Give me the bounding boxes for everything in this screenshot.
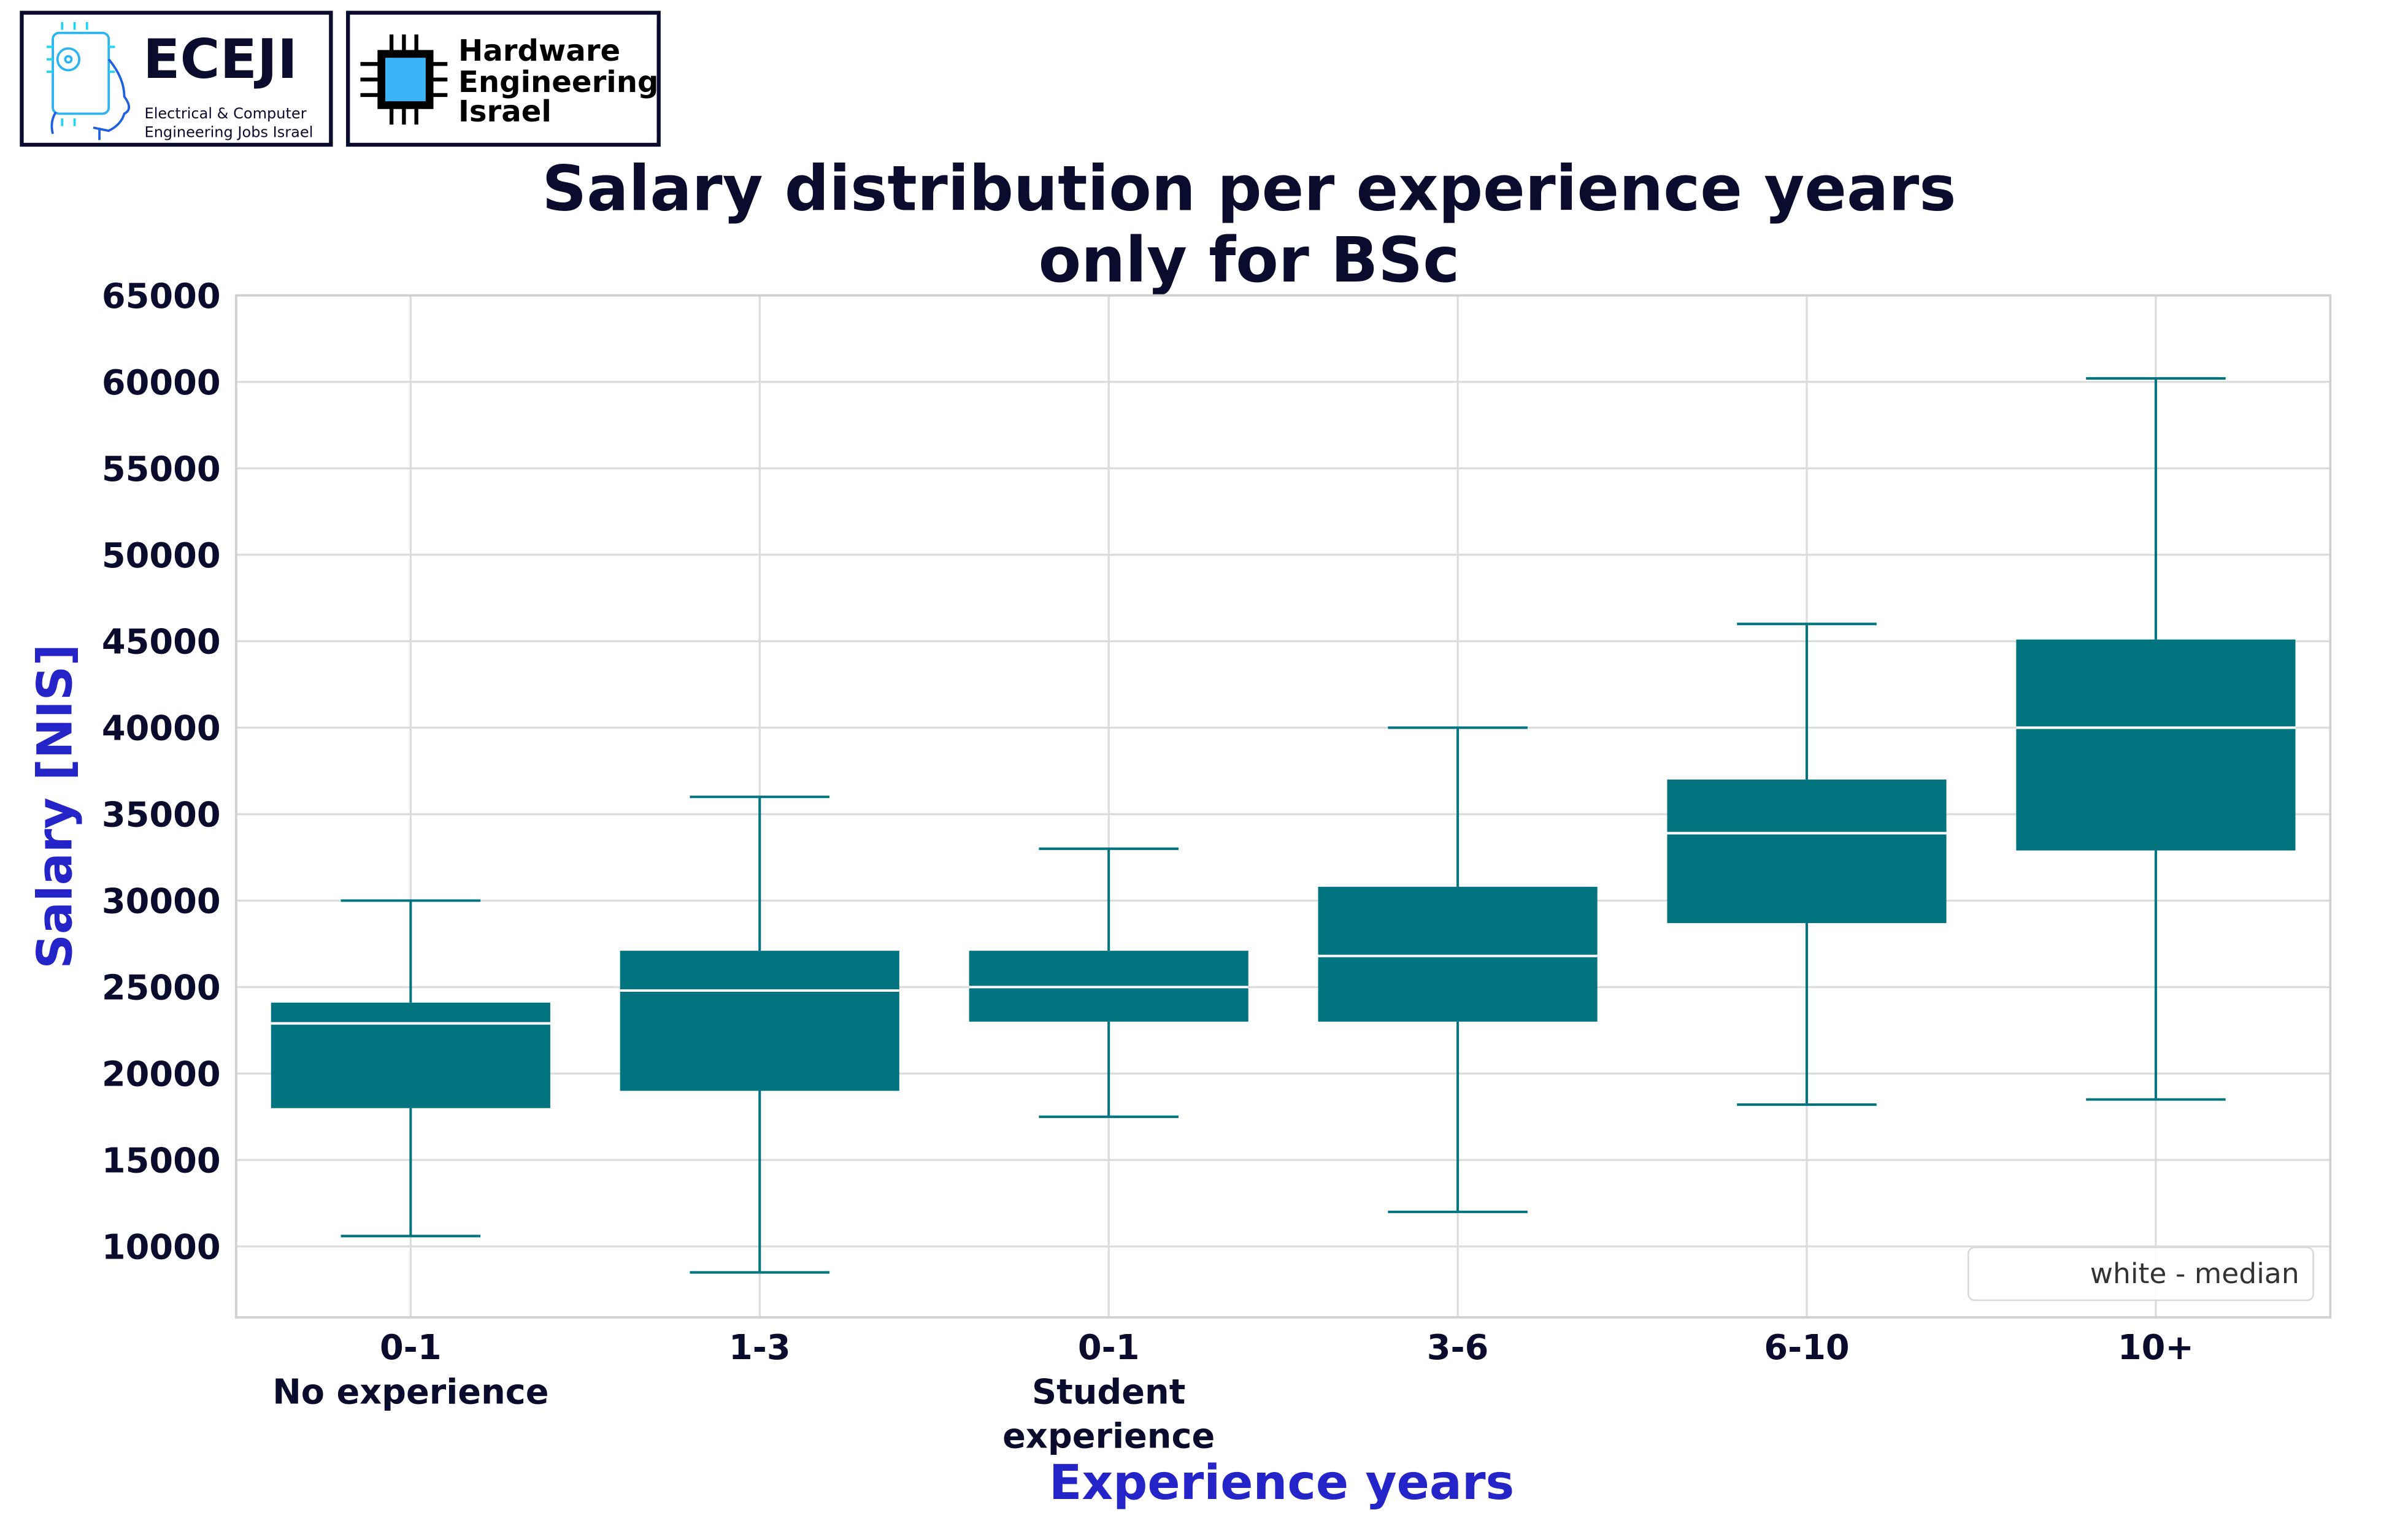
box-2 xyxy=(969,847,1248,1118)
x-tick-label: 6-10 xyxy=(1764,1328,1849,1368)
iqr-box xyxy=(2016,639,2296,851)
x-tick-label: 1-3 xyxy=(729,1328,791,1368)
iqr-box xyxy=(620,951,899,1091)
legend-label: white - median xyxy=(2090,1257,2299,1290)
eceji-logo: ECEJI Electrical & Computer Engineering … xyxy=(20,10,333,147)
chip-icon xyxy=(360,34,448,125)
hwe-line2: Engineering xyxy=(458,65,658,99)
y-tick-label: 50000 xyxy=(102,536,221,576)
x-tick-label: 0-1 xyxy=(380,1328,442,1368)
x-tick-label: 0-1 xyxy=(1078,1328,1140,1368)
y-tick-label: 45000 xyxy=(102,623,221,662)
y-tick-label: 15000 xyxy=(102,1141,221,1181)
iqr-box xyxy=(271,1002,550,1108)
boxes xyxy=(271,377,2296,1274)
box-4 xyxy=(1667,623,1947,1106)
box-3 xyxy=(1318,726,1598,1213)
box-1 xyxy=(620,795,899,1274)
y-tick-label: 30000 xyxy=(102,882,221,922)
chart-title-line2: only for BSc xyxy=(1039,224,1460,296)
eceji-name: ECEJI xyxy=(143,28,298,91)
iqr-box xyxy=(1318,886,1598,1022)
eceji-subtitle-2: Engineering Jobs Israel xyxy=(145,123,314,140)
y-tick-label: 40000 xyxy=(102,709,221,749)
grid xyxy=(236,294,2331,1317)
box-5 xyxy=(2016,377,2296,1101)
x-axis-label: Experience years xyxy=(1049,1454,1514,1511)
x-tick-label: No experience xyxy=(272,1372,548,1412)
chart-title-line1: Salary distribution per experience years xyxy=(542,152,1956,224)
y-tick-label: 10000 xyxy=(102,1228,221,1268)
head-chip-icon xyxy=(46,21,131,140)
y-tick-labels: 10000 15000 20000 25000 30000 35000 40000 45000… xyxy=(102,277,221,1268)
x-tick-label: Student xyxy=(1032,1372,1185,1412)
box-0 xyxy=(271,899,550,1238)
y-tick-label: 60000 xyxy=(102,363,221,403)
legend: white - median xyxy=(1968,1246,2314,1301)
y-tick-label: 55000 xyxy=(102,450,221,489)
hwe-line3: Israel xyxy=(458,94,552,129)
eceji-subtitle-1: Electrical & Computer xyxy=(145,105,307,122)
plot-frame xyxy=(235,294,2332,1319)
y-tick-label: 35000 xyxy=(102,795,221,835)
iqr-box xyxy=(1667,780,1947,924)
y-tick-label: 20000 xyxy=(102,1055,221,1095)
hardware-engineering-israel-logo: Hardware Engineering Israel xyxy=(346,10,661,147)
hwe-line1: Hardware xyxy=(458,34,620,68)
x-tick-label: 3-6 xyxy=(1427,1328,1489,1368)
y-axis-label: Salary [NIS] xyxy=(26,644,83,969)
y-tick-label: 65000 xyxy=(102,277,221,316)
x-tick-label: 10+ xyxy=(2118,1328,2194,1368)
x-tick-label: experience xyxy=(1002,1417,1215,1457)
y-tick-label: 25000 xyxy=(102,968,221,1008)
